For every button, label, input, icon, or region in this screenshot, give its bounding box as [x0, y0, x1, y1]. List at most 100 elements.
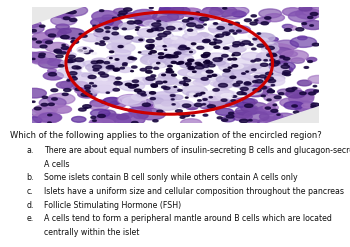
Circle shape — [186, 97, 188, 98]
Circle shape — [286, 87, 301, 94]
Circle shape — [263, 117, 278, 123]
Circle shape — [212, 74, 217, 76]
Circle shape — [250, 22, 257, 25]
Circle shape — [75, 86, 95, 95]
Circle shape — [276, 62, 280, 64]
Circle shape — [217, 62, 229, 67]
Circle shape — [160, 4, 184, 14]
Circle shape — [138, 52, 141, 53]
Circle shape — [156, 37, 162, 40]
Circle shape — [167, 69, 172, 70]
Circle shape — [299, 6, 312, 11]
Text: Islets have a uniform size and cellular composition throughout the pancreas: Islets have a uniform size and cellular … — [44, 187, 344, 196]
Circle shape — [176, 81, 186, 85]
Circle shape — [206, 70, 213, 73]
Circle shape — [196, 12, 199, 13]
Circle shape — [139, 39, 143, 41]
Circle shape — [278, 116, 303, 127]
Circle shape — [40, 45, 47, 48]
Circle shape — [68, 77, 77, 81]
Circle shape — [106, 31, 110, 32]
Circle shape — [71, 73, 90, 80]
Circle shape — [93, 25, 97, 27]
Circle shape — [93, 69, 99, 71]
Circle shape — [202, 96, 212, 100]
Circle shape — [25, 117, 42, 124]
Circle shape — [104, 62, 110, 64]
Circle shape — [236, 106, 258, 115]
Circle shape — [196, 79, 210, 84]
Circle shape — [150, 44, 154, 46]
Circle shape — [187, 65, 191, 67]
Circle shape — [66, 60, 73, 62]
Circle shape — [231, 64, 244, 69]
Circle shape — [120, 113, 133, 118]
Circle shape — [173, 57, 192, 65]
Circle shape — [84, 85, 91, 88]
Circle shape — [308, 75, 328, 83]
Circle shape — [156, 52, 170, 58]
Circle shape — [86, 64, 103, 71]
Circle shape — [97, 113, 120, 123]
Circle shape — [254, 76, 259, 78]
Circle shape — [70, 77, 77, 80]
Circle shape — [188, 36, 204, 42]
Circle shape — [186, 20, 198, 25]
Circle shape — [274, 61, 280, 63]
Circle shape — [285, 29, 292, 31]
Circle shape — [146, 66, 152, 69]
Circle shape — [128, 107, 145, 114]
Circle shape — [213, 89, 219, 91]
Circle shape — [75, 58, 84, 62]
Circle shape — [253, 33, 275, 42]
Circle shape — [307, 58, 317, 62]
Circle shape — [289, 94, 314, 104]
Circle shape — [47, 7, 74, 17]
Circle shape — [255, 80, 263, 83]
Circle shape — [258, 118, 280, 127]
Circle shape — [32, 101, 35, 103]
Circle shape — [99, 110, 116, 117]
Circle shape — [256, 52, 280, 61]
Circle shape — [216, 91, 238, 100]
Circle shape — [216, 24, 238, 33]
Circle shape — [226, 115, 234, 118]
Circle shape — [233, 44, 239, 47]
Circle shape — [203, 41, 212, 45]
Circle shape — [232, 96, 237, 97]
Circle shape — [162, 102, 173, 106]
Circle shape — [58, 28, 85, 39]
Circle shape — [234, 22, 239, 24]
Circle shape — [145, 45, 154, 48]
Circle shape — [286, 88, 295, 92]
Circle shape — [252, 48, 256, 50]
Circle shape — [81, 93, 89, 96]
Circle shape — [278, 89, 292, 95]
Circle shape — [154, 38, 176, 46]
Circle shape — [312, 43, 319, 46]
Circle shape — [132, 37, 145, 42]
Circle shape — [145, 81, 153, 84]
Circle shape — [46, 41, 52, 44]
Circle shape — [122, 64, 127, 66]
Circle shape — [103, 98, 121, 105]
Circle shape — [261, 45, 279, 52]
Circle shape — [134, 84, 139, 86]
Circle shape — [242, 41, 251, 44]
Circle shape — [292, 87, 297, 89]
Circle shape — [267, 99, 271, 101]
Circle shape — [192, 23, 203, 27]
Circle shape — [302, 21, 324, 30]
Circle shape — [201, 55, 205, 56]
Circle shape — [161, 80, 172, 84]
Circle shape — [60, 81, 80, 89]
Circle shape — [221, 99, 227, 101]
Circle shape — [253, 38, 269, 44]
Circle shape — [254, 20, 258, 21]
Circle shape — [168, 55, 175, 58]
Circle shape — [113, 121, 124, 126]
Circle shape — [149, 7, 153, 9]
Circle shape — [201, 46, 213, 51]
Circle shape — [155, 76, 177, 85]
Circle shape — [214, 23, 217, 24]
